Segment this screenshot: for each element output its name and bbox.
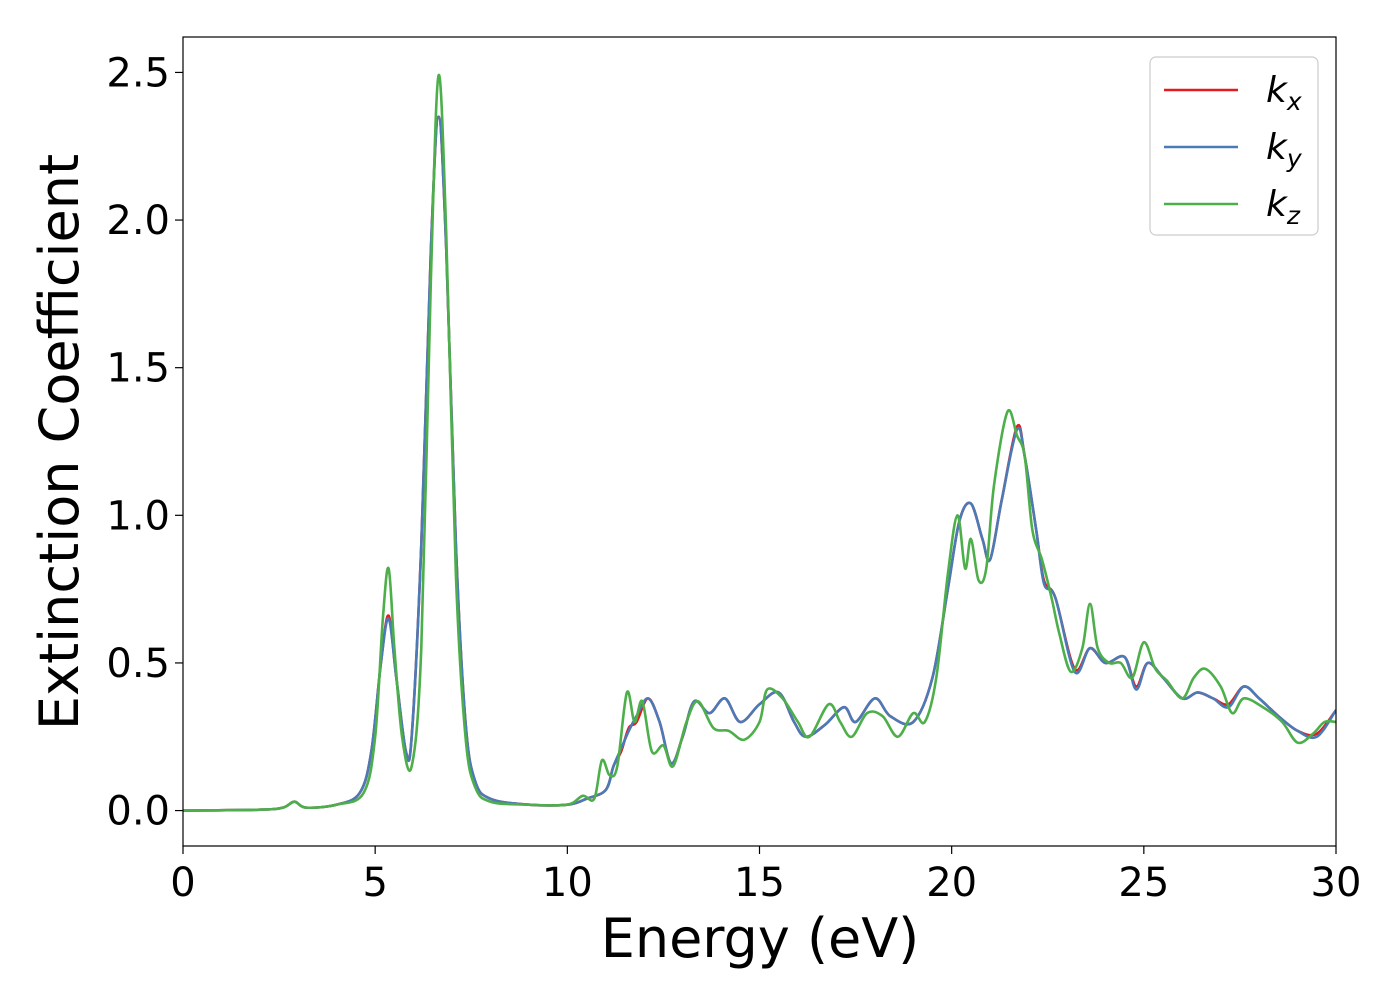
y-axis-title: Extinction Coefficient: [28, 154, 91, 730]
y-tick-label: 0.0: [106, 789, 170, 835]
x-tick-label: 30: [1311, 860, 1362, 906]
x-tick-label: 10: [542, 860, 593, 906]
y-tick-label: 2.0: [106, 198, 170, 244]
y-tick-label: 2.5: [106, 50, 170, 96]
legend: kx ky kz: [1149, 56, 1319, 236]
y-tick-label: 0.5: [106, 641, 170, 687]
x-tick-label: 25: [1118, 860, 1169, 906]
x-tick-label: 5: [362, 860, 387, 906]
ticks-group: 0 5 10 15 20 25 30 0.0 0.5 1.0 1.5 2.0 2.5: [106, 50, 1361, 906]
legend-label-z: kz: [1266, 184, 1301, 230]
legend-label-y: ky: [1266, 127, 1303, 173]
x-tick-label: 15: [734, 860, 785, 906]
y-tick-label: 1.5: [106, 346, 170, 392]
y-tick-label: 1.0: [106, 493, 170, 539]
x-tick-label: 0: [170, 860, 195, 906]
series-line-y: [183, 115, 1336, 812]
series-group: [183, 73, 1336, 812]
series-line-z: [183, 73, 1336, 812]
x-tick-label: 20: [926, 860, 977, 906]
legend-label-x: kx: [1266, 70, 1302, 116]
x-axis-title: Energy (eV): [601, 907, 920, 970]
